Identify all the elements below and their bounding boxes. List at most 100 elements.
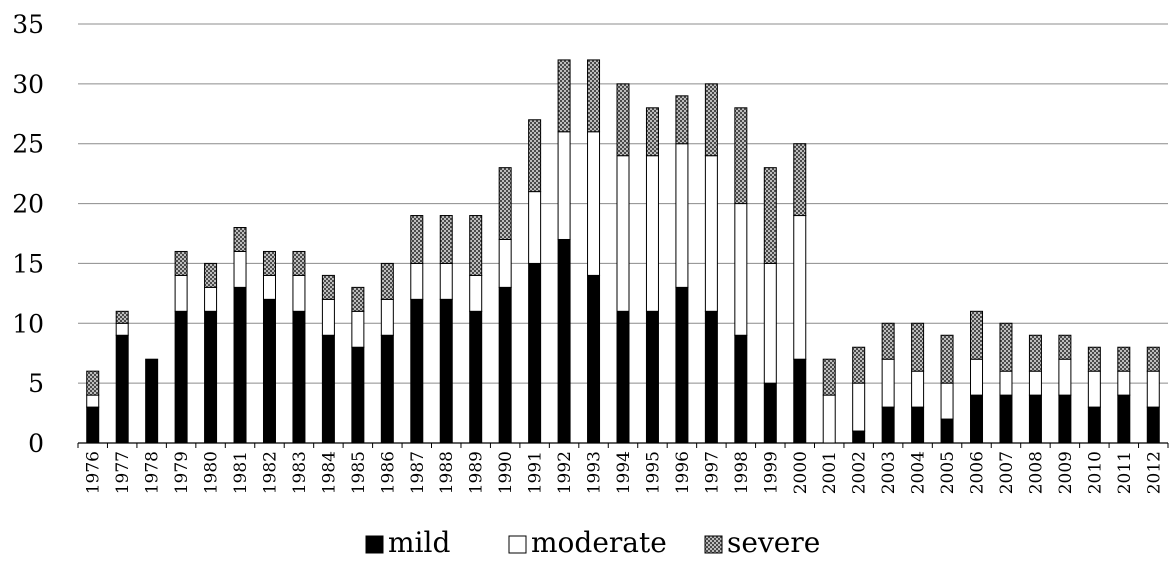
bar-mild [145, 358, 159, 444]
bar-moderate [704, 155, 718, 312]
bar-severe [410, 215, 424, 264]
bar-mild [1146, 406, 1160, 444]
y-axis: 0 5 10 15 20 25 30 35 [12, 10, 44, 458]
bar-severe [1058, 334, 1072, 360]
bar-mild [233, 286, 247, 444]
bar-severe [940, 334, 954, 384]
x-tick-label: 1992 [555, 451, 575, 494]
bar-moderate [940, 382, 954, 420]
bars [86, 59, 1160, 444]
bar-severe [881, 322, 895, 360]
bar-severe [204, 262, 218, 288]
bar-mild [528, 262, 542, 444]
bar-moderate [852, 382, 866, 432]
y-tick-label: 35 [12, 10, 44, 39]
x-tick-label: 2005 [938, 451, 958, 494]
bar-severe [233, 227, 247, 252]
bar-moderate [498, 238, 512, 288]
bar-moderate [1146, 370, 1160, 408]
bar-severe [911, 322, 925, 372]
bar-severe [852, 346, 866, 384]
bar-mild [587, 274, 601, 444]
x-tick-label: 1989 [467, 451, 487, 494]
bar-mild [469, 310, 483, 444]
x-tick-label: 1980 [202, 451, 222, 494]
bar-mild [380, 334, 394, 444]
x-tick-label: 1978 [143, 451, 163, 494]
x-tick-label: 1976 [84, 451, 104, 494]
bar-moderate [528, 191, 542, 264]
bar-mild [321, 334, 335, 444]
bar-moderate [233, 250, 247, 288]
legend-swatch-mild [365, 535, 384, 554]
bar-severe [1028, 334, 1042, 372]
bar-severe [321, 274, 335, 300]
bar-moderate [410, 262, 424, 300]
x-tick-label: 2010 [1085, 451, 1105, 494]
bar-mild [940, 418, 954, 444]
bar-mild [675, 286, 689, 444]
bar-severe [380, 262, 394, 300]
bar-moderate [734, 203, 748, 336]
bar-severe [793, 143, 807, 217]
bar-severe [675, 95, 689, 145]
bar-severe [645, 107, 659, 157]
bar-moderate [822, 394, 836, 444]
bar-mild [704, 310, 718, 444]
bar-mild [86, 406, 100, 444]
bar-severe [587, 59, 601, 133]
bar-mild [763, 382, 777, 444]
bar-severe [557, 59, 571, 133]
bar-severe [351, 286, 365, 312]
x-tick-label: 1982 [260, 451, 280, 494]
bar-mild [970, 394, 984, 444]
bar-mild [439, 298, 453, 444]
legend-swatch-moderate [508, 535, 527, 554]
x-tick-label: 1984 [319, 451, 339, 494]
legend: mild moderate severe [365, 526, 820, 559]
bar-mild [204, 310, 218, 444]
bar-mild [262, 298, 276, 444]
x-tick-label: 1998 [732, 451, 752, 494]
bar-moderate [262, 274, 276, 300]
bar-severe [174, 250, 188, 276]
bar-mild [645, 310, 659, 444]
bar-moderate [351, 310, 365, 348]
bar-moderate [86, 394, 100, 408]
x-tick-label: 1986 [378, 451, 398, 494]
bar-mild [1117, 394, 1131, 444]
x-tick-label: 1987 [408, 451, 428, 494]
bar-mild [498, 286, 512, 444]
x-tick-label: 1988 [437, 451, 457, 494]
bar-moderate [970, 358, 984, 396]
x-tick-label: 2011 [1115, 451, 1135, 494]
bar-mild [115, 334, 129, 444]
bar-severe [498, 167, 512, 240]
x-axis: 1976 1977 1978 1979 1980 1981 1982 1983 1984 1985… [77, 443, 1169, 494]
y-tick-label: 25 [12, 130, 44, 159]
bar-moderate [469, 274, 483, 312]
bar-moderate [174, 274, 188, 312]
bar-mild [1058, 394, 1072, 444]
x-tick-label: 1999 [761, 451, 781, 494]
x-tick-label: 1991 [526, 451, 546, 494]
bar-moderate [1117, 370, 1131, 396]
y-tick-label: 0 [28, 429, 44, 458]
bar-mild [999, 394, 1013, 444]
y-tick-label: 30 [12, 70, 44, 99]
x-tick-label: 2001 [820, 451, 840, 494]
bar-mild [734, 334, 748, 444]
bar-moderate [675, 143, 689, 288]
bar-severe [763, 167, 777, 264]
bar-moderate [616, 155, 630, 312]
bar-severe [1146, 346, 1160, 372]
x-tick-label: 2003 [879, 451, 899, 494]
bar-mild [616, 310, 630, 444]
bar-mild [1087, 406, 1101, 444]
bar-severe [999, 322, 1013, 372]
bar-moderate [881, 358, 895, 408]
bar-mild [793, 358, 807, 444]
bar-severe [115, 310, 129, 324]
x-tick-label: 1979 [172, 451, 192, 494]
